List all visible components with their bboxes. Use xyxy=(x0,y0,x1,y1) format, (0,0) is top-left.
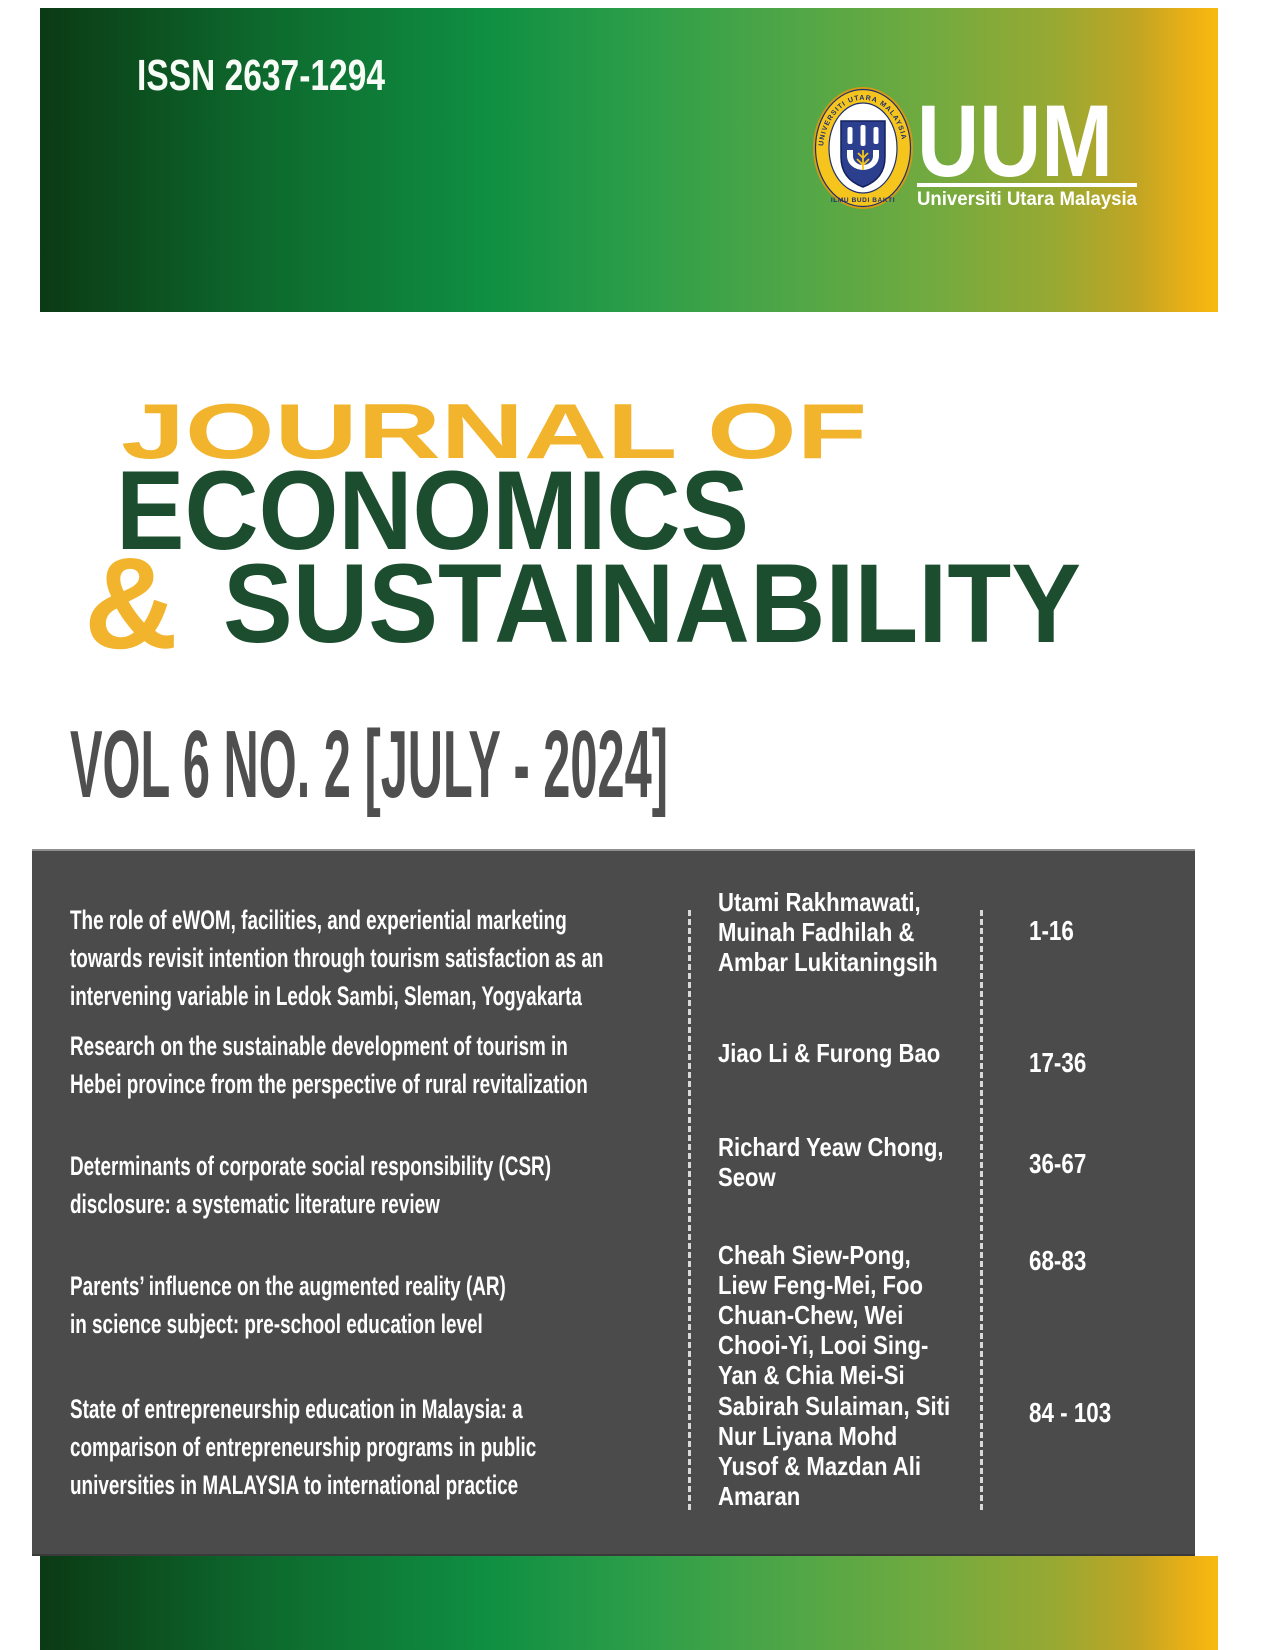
masthead-sustainability: SUSTAINABILITY xyxy=(223,541,1081,666)
article-authors: Cheah Siew-Pong, Liew Feng-Mei, Foo Chua… xyxy=(718,1240,929,1390)
top-banner: ISSN 2637-1294 UNIVERSITI UTARA MALAYSIA xyxy=(40,8,1218,312)
uum-emblem-icon: UNIVERSITI UTARA MALAYSIA ILMU BUDI BAKT… xyxy=(813,87,913,209)
column-divider-authors-pages xyxy=(980,910,983,1510)
article-authors: Sabirah Sulaiman, Siti Nur Liyana Mohd Y… xyxy=(718,1391,951,1511)
issn-block: ISSN 2637-1294 xyxy=(137,51,385,100)
emblem-ring-bottom-text: ILMU BUDI BAKTI xyxy=(831,197,895,204)
masthead-economics: ECONOMICS xyxy=(116,448,749,573)
article-title: Determinants of corporate social respons… xyxy=(70,1151,552,1219)
article-authors: Richard Yeaw Chong, Seow xyxy=(718,1132,944,1192)
uum-acronym: UUM xyxy=(917,84,1113,198)
column-divider-titles-authors xyxy=(688,910,691,1510)
masthead: JOURNAL OF ECONOMICS & SUSTAINABILITY VO… xyxy=(70,387,1081,818)
article-pages: 17-36 xyxy=(1029,1047,1087,1078)
volume-issue-line: VOL 6 NO. 2 [JULY - 2024] xyxy=(70,711,668,818)
uum-university-name: Universiti Utara Malaysia xyxy=(917,189,1137,210)
masthead-ampersand: & xyxy=(84,530,178,676)
article-pages: 1-16 xyxy=(1029,915,1074,946)
bottom-banner xyxy=(40,1556,1218,1650)
article-authors: Jiao Li & Furong Bao xyxy=(718,1038,941,1068)
article-authors: Utami Rakhmawati, Muinah Fadhilah & Amba… xyxy=(718,887,938,977)
article-pages: 68-83 xyxy=(1029,1245,1087,1276)
article-title: The role of eWOM, facilities, and experi… xyxy=(70,905,604,1011)
article-pages: 84 - 103 xyxy=(1029,1397,1112,1428)
article-pages: 36-67 xyxy=(1029,1148,1087,1179)
article-title: Parents’ influence on the augmented real… xyxy=(70,1271,506,1339)
article-title: State of entrepreneurship education in M… xyxy=(70,1394,537,1500)
uum-logo: UNIVERSITI UTARA MALAYSIA ILMU BUDI BAKT… xyxy=(813,84,1137,210)
masthead-journal-of: JOURNAL OF xyxy=(121,387,867,475)
logo-underline xyxy=(917,183,1137,187)
article-title: Research on the sustainable development … xyxy=(70,1031,588,1099)
issn-label: ISSN 2637-1294 xyxy=(137,51,385,100)
table-of-contents: The role of eWOM, facilities, and experi… xyxy=(32,849,1195,1556)
